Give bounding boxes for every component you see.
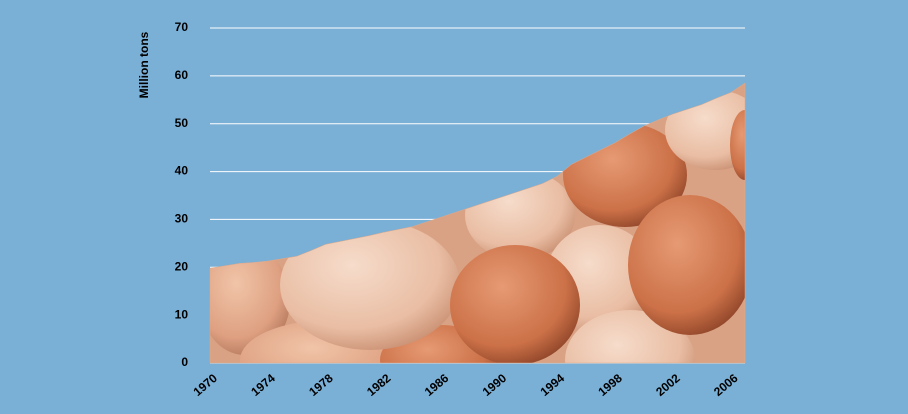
y-tick-label: 70 bbox=[175, 20, 189, 34]
y-tick-label: 0 bbox=[181, 355, 188, 369]
y-tick-label: 50 bbox=[175, 116, 189, 130]
y-tick-label: 60 bbox=[175, 68, 189, 82]
y-axis-label: Million tons bbox=[137, 31, 151, 98]
y-tick-label: 10 bbox=[175, 307, 189, 321]
area bbox=[209, 82, 746, 364]
y-tick-label: 40 bbox=[175, 164, 189, 178]
y-tick-label: 20 bbox=[175, 259, 189, 273]
y-tick-label: 30 bbox=[175, 212, 189, 226]
